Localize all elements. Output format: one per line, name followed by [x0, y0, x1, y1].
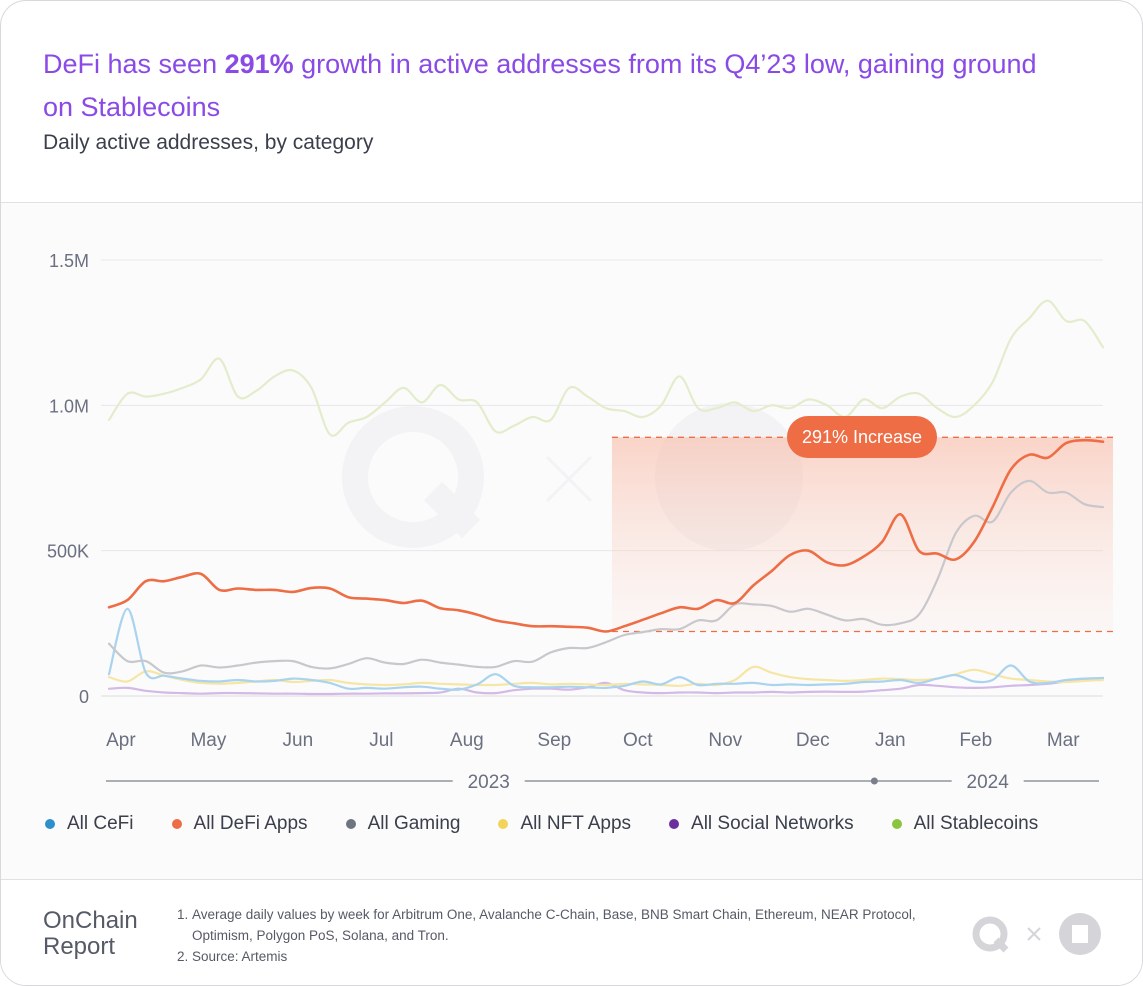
footnote: 2. Source: Artemis: [177, 946, 967, 967]
year-divider-dot: [870, 777, 878, 785]
x-separator-icon-b: [1027, 927, 1041, 941]
legend-item-all-gaming: All Gaming: [345, 811, 461, 837]
legend-item-all-defi-apps: All DeFi Apps: [171, 811, 308, 837]
series-line-all-defi-apps: [107, 438, 1105, 633]
chart-subtitle: Daily active addresses, by category: [43, 131, 374, 154]
footnote: 1. Average daily values by week for Arbit…: [177, 904, 967, 946]
legend-dot-icon: [891, 819, 902, 829]
footnote-text: Average daily values by week for Arbitru…: [192, 907, 916, 943]
artemis-logo-mark: [1072, 925, 1088, 943]
legend-label: All DeFi Apps: [193, 813, 308, 834]
legend-item-all-stablecoins: All Stablecoins: [891, 811, 1039, 837]
y-tick-label: 1.0M: [49, 396, 89, 416]
footer: OnChain Report 1. Average daily values by…: [1, 879, 1142, 985]
legend-item-all-social-networks: All Social Networks: [669, 811, 854, 837]
legend-item-all-nft-apps: All NFT Apps: [498, 811, 631, 837]
onchain-report-brand: OnChain Report: [43, 908, 138, 960]
series-line-all-social-networks: [107, 676, 1105, 696]
footnote-number: 1.: [177, 907, 189, 922]
y-tick-label: 500K: [47, 542, 89, 562]
watermark-q-tail: [423, 481, 481, 539]
x-tick-label: Apr: [106, 730, 136, 751]
legend-label: All NFT Apps: [520, 813, 632, 834]
highlight-band: [611, 436, 1113, 633]
brand-line-1: OnChain: [43, 907, 138, 934]
q-logo-tail-icon: [993, 937, 1009, 953]
x-tick-label: Aug: [450, 730, 484, 751]
increase-callout: 291% Increase: [787, 416, 937, 458]
footnotes: 1. Average daily values by week for Arbit…: [177, 904, 967, 967]
watermark-x-line-b: [545, 455, 593, 503]
y-tick-label: 0: [79, 687, 89, 707]
title-suffix: growth in active addresses from its Q4’2…: [43, 49, 1037, 122]
x-tick-label: Dec: [796, 730, 830, 751]
brand-line-2: Report: [43, 933, 116, 960]
x-tick-label: Feb: [959, 730, 992, 751]
x-axis: Apr May Jun Jul Aug Sep Oct Nov Dec Jan Feb Mar: [106, 730, 1080, 751]
y-axis: 0 500K 1.0M 1.5M: [47, 251, 89, 707]
increase-band: [611, 437, 1113, 632]
line-chart: 0 500K 1.0M 1.5M Apr May Jun Jul Aug Sep Oct Nov De…: [47, 251, 1113, 793]
chart-header: DeFi has seen 291% growth in active addr…: [1, 1, 1142, 203]
series-line-all-stablecoins: [107, 299, 1105, 437]
x-tick-label: Oct: [623, 730, 653, 751]
chart-title: DeFi has seen 291% growth in active addr…: [43, 43, 1043, 129]
title-prefix: DeFi has seen: [43, 49, 225, 79]
title-highlight: 291%: [224, 49, 294, 79]
chart-legend: All CeFi All DeFi Apps All Gaming All NFT A…: [45, 811, 1076, 837]
watermark-q-logo: [342, 406, 484, 548]
y-tick-label: 1.5M: [49, 251, 89, 271]
x-tick-label: Jul: [369, 730, 393, 751]
year-label: 2024: [967, 772, 1010, 793]
legend-item-all-cefi: All CeFi: [45, 811, 134, 837]
footer-logos: [972, 913, 1101, 955]
x-tick-label: Jan: [875, 730, 906, 751]
x-tick-label: Mar: [1047, 730, 1080, 751]
legend-label: All Gaming: [367, 813, 461, 834]
legend-dot-icon: [669, 819, 680, 829]
legend-label: All CeFi: [67, 813, 134, 834]
legend-dot-icon: [45, 819, 55, 829]
series-line-all-cefi: [107, 607, 1105, 691]
series-lines: [107, 299, 1105, 696]
legend-dot-icon: [498, 819, 509, 829]
year-timeline: 2023 2024: [106, 772, 1099, 793]
x-tick-label: Sep: [537, 730, 571, 751]
x-tick-label: Jun: [283, 730, 314, 751]
footnote-text: Source: Artemis: [192, 949, 288, 964]
x-tick-label: Nov: [708, 730, 742, 751]
footnote-number: 2.: [177, 949, 189, 964]
legend-label: All Social Networks: [691, 813, 854, 834]
year-label: 2023: [468, 772, 510, 793]
legend-label: All Stablecoins: [913, 813, 1039, 834]
legend-dot-icon: [345, 819, 356, 829]
series-line-all-gaming: [107, 479, 1105, 675]
q-logo-icon: [972, 916, 1008, 952]
x-tick-label: May: [190, 730, 226, 751]
legend-dot-icon: [171, 819, 182, 829]
